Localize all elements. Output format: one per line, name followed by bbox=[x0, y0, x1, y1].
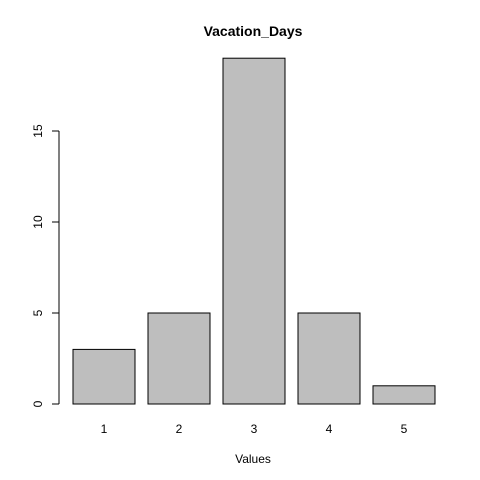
y-tick-label-15: 15 bbox=[31, 124, 45, 138]
y-tick-label-10: 10 bbox=[31, 215, 45, 229]
bar-2 bbox=[147, 312, 211, 405]
x-tick-label-3: 3 bbox=[251, 422, 258, 436]
bar-1 bbox=[72, 348, 136, 405]
y-tick-label-5: 5 bbox=[31, 309, 45, 316]
chart-title: Vacation_Days bbox=[204, 23, 303, 39]
x-tick-label-5: 5 bbox=[401, 422, 408, 436]
x-axis-label: Values bbox=[235, 452, 271, 466]
x-tick-label-2: 2 bbox=[176, 422, 183, 436]
bar-5 bbox=[372, 385, 436, 405]
y-tick-label-0: 0 bbox=[31, 400, 45, 407]
x-axis-labels: 1 2 3 4 5 bbox=[101, 422, 408, 436]
x-tick-label-4: 4 bbox=[326, 422, 333, 436]
bar-4 bbox=[297, 312, 361, 405]
bar-3 bbox=[222, 57, 286, 405]
y-axis: 0 5 10 15 bbox=[31, 124, 60, 407]
x-tick-label-1: 1 bbox=[101, 422, 108, 436]
bars-group bbox=[72, 57, 436, 405]
